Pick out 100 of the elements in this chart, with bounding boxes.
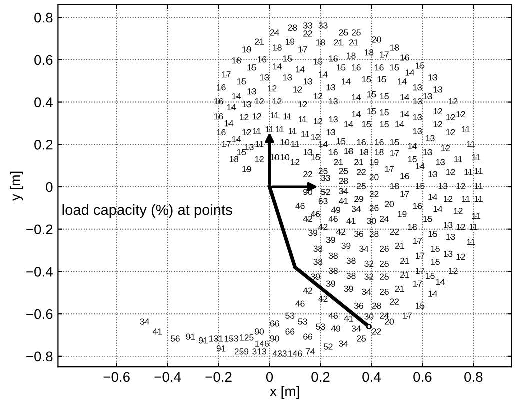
annotation: 12 <box>446 129 456 136</box>
annotation: 13 <box>444 250 453 258</box>
annotation: load capacity (%) at points <box>62 204 232 218</box>
annotation: 66 <box>270 320 280 327</box>
annotation: 17 <box>390 150 400 156</box>
annotation: 14 <box>396 121 404 128</box>
annotation: 34 <box>140 318 150 325</box>
annotation: 13 <box>329 98 338 105</box>
annotation: 14 <box>408 143 418 150</box>
annotation: 11 <box>253 128 262 134</box>
annotation: 21 <box>400 258 410 264</box>
annotation: 15 <box>336 138 346 144</box>
annotation: 14 <box>227 104 236 110</box>
annotation: 14 <box>436 278 446 285</box>
y-tick-label: −0.6 <box>26 309 53 320</box>
annotation: 15 <box>426 273 435 280</box>
annotation: 15 <box>362 76 372 83</box>
annotation: 22 <box>304 171 312 178</box>
annotation: 11 <box>276 126 284 133</box>
annotation: 12 <box>456 224 466 230</box>
annotation: 38 <box>346 272 356 280</box>
x-tick-label: 0.8 <box>464 372 483 382</box>
annotation: 34 <box>352 206 362 212</box>
annotation: 13 <box>428 74 438 81</box>
annotation: 56 <box>170 336 180 342</box>
annotation: 11 <box>474 168 483 174</box>
annotation: 22 <box>357 169 366 176</box>
annotation: 21 <box>334 159 344 166</box>
annotation: 11 <box>266 126 274 133</box>
annotation: 14 <box>400 111 410 118</box>
annotation: 32 <box>364 260 374 268</box>
annotation: 15 <box>311 154 320 161</box>
y-tick-label: 0.2 <box>34 140 53 150</box>
annotation: 91 <box>186 334 196 340</box>
annotation: 11 <box>288 128 297 134</box>
annotation: 11 <box>299 116 308 123</box>
annotation: 17 <box>413 280 422 287</box>
annotation: 13 <box>426 135 435 142</box>
annotation: 14 <box>232 93 242 100</box>
annotation: 16 <box>217 129 226 136</box>
y-tick-label: −0.2 <box>26 224 53 235</box>
annotation: 28 <box>339 178 348 184</box>
annotation: 146 <box>255 340 270 347</box>
annotation: 19 <box>242 166 252 172</box>
annotation: 20 <box>385 318 394 325</box>
annotation: 13 <box>413 98 422 105</box>
annotation: 26 <box>380 246 389 252</box>
annotation: 17 <box>416 252 425 259</box>
annotation: 38 <box>314 246 323 252</box>
annotation: 17 <box>416 268 425 274</box>
annotation: 34 <box>352 326 362 332</box>
annotation: 14 <box>416 163 425 170</box>
annotation: 14 <box>344 121 354 128</box>
annotation: 25 <box>339 30 348 36</box>
annotation: 30 <box>367 218 376 224</box>
y-axis-title: y [m] <box>10 172 24 201</box>
annotation: 49 <box>331 207 340 214</box>
annotation: 12 <box>240 114 249 120</box>
annotation: 91 <box>199 338 208 344</box>
y-tick-label: −0.4 <box>26 267 53 277</box>
annotation: 19 <box>398 211 407 218</box>
annotation: 11 <box>467 141 476 148</box>
annotation: 11 <box>472 154 480 160</box>
annotation: 53 <box>298 318 308 325</box>
y-tick-label: 0.4 <box>34 98 53 108</box>
annotation: 21 <box>349 40 358 46</box>
annotation: 42 <box>303 216 312 222</box>
annotation: 52 <box>324 344 333 350</box>
annotation: 16 <box>258 56 267 63</box>
annotation: 66 <box>304 334 312 340</box>
annotation: 25 <box>318 168 328 174</box>
annotation: 53 <box>316 324 326 330</box>
annotation: 10 <box>280 154 290 161</box>
annotation: 14 <box>428 194 438 200</box>
annotation: 15 <box>368 92 376 98</box>
annotation: 14 <box>342 78 351 85</box>
annotation: 16 <box>357 139 366 146</box>
annotation: 26 <box>370 205 379 212</box>
annotation: 22 <box>372 328 382 335</box>
y-tick-label: 0.6 <box>34 55 53 66</box>
annotation: 15 <box>431 246 440 252</box>
annotation: 12 <box>446 114 456 120</box>
annotation: 11 <box>474 196 483 202</box>
annotation: 12 <box>298 101 308 108</box>
annotation: 17 <box>222 141 231 148</box>
annotation: 15 <box>416 183 425 190</box>
annotation: 13 <box>329 116 338 123</box>
annotation: 15 <box>238 78 246 85</box>
annotation: 12 <box>441 145 450 152</box>
annotation: 46 <box>328 216 338 222</box>
annotation: 24 <box>380 216 390 222</box>
annotation: 13 <box>245 144 254 150</box>
annotation: 34 <box>339 188 348 194</box>
annotation: 15 <box>431 259 440 266</box>
annotation: 10 <box>280 139 290 146</box>
annotation: 13 <box>242 101 252 108</box>
annotation: 15 <box>408 156 417 162</box>
annotation: 12 <box>434 121 442 128</box>
annotation: 10 <box>270 154 280 161</box>
annotation: 15 <box>416 62 425 69</box>
